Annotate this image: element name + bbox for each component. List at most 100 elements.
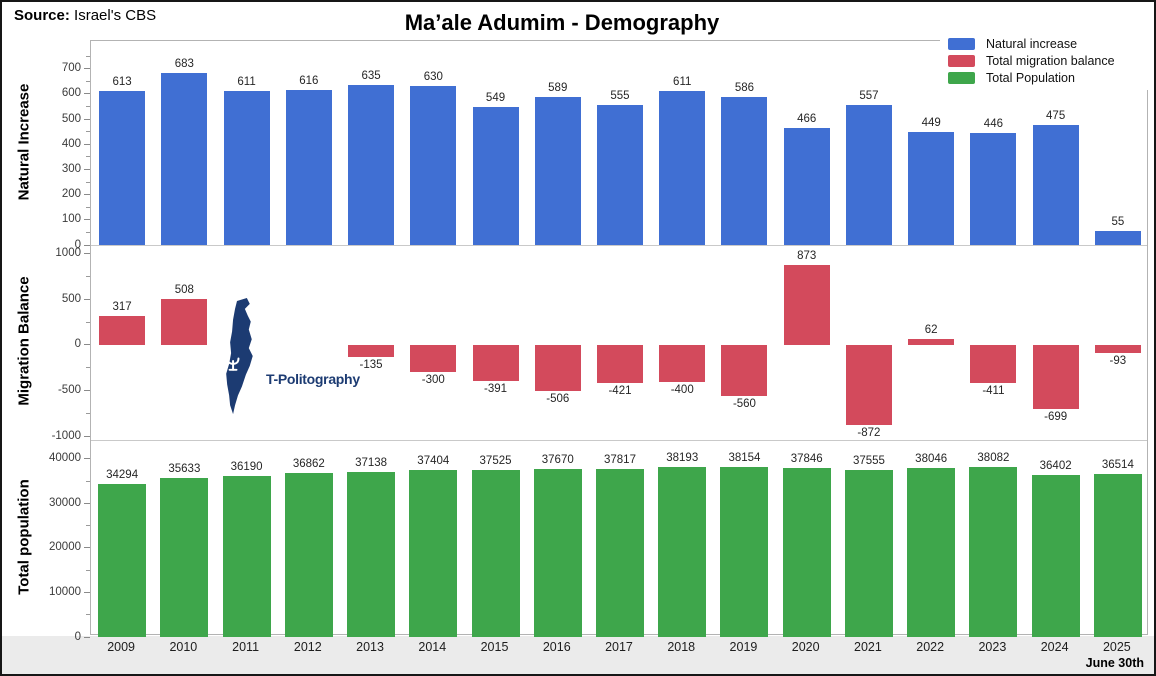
y-tick-label: 700: [61, 62, 81, 75]
bar-value-label-total-population-2022: 38046: [915, 452, 948, 465]
x-tick-label-2019: 2019: [729, 640, 758, 654]
y-minor-tick: [86, 569, 90, 571]
x-tick-label-2016: 2016: [542, 640, 571, 654]
bar-value-label-migration-balance-2017: -421: [608, 385, 632, 398]
y-tick: [84, 435, 90, 437]
y-tick-label: 500: [61, 112, 81, 125]
x-tick-label-2013: 2013: [356, 640, 384, 654]
bar-total-population-2012: [284, 472, 333, 637]
y-minor-tick: [86, 231, 90, 233]
bar-total-population-2011: [222, 475, 271, 637]
y-tick: [84, 298, 90, 300]
bar-value-label-natural-increase-2018: 611: [673, 76, 692, 89]
y-tick: [84, 344, 90, 346]
y-tick-label: 0: [74, 630, 81, 643]
legend-swatch-total-population: [948, 71, 975, 84]
bar-migration-balance-2019: [721, 344, 768, 397]
bar-value-label-total-population-2025: 36514: [1101, 459, 1134, 472]
plot-area: 0 100 200 300 400 500 600 700 613 683 611 616 635 630…: [49, 40, 1148, 643]
date-footnote: June 30th: [1085, 656, 1144, 670]
bar-natural-increase-2019: [721, 97, 768, 245]
bar-total-population-2023: [969, 467, 1018, 637]
x-axis-strip: [2, 636, 1154, 674]
legend-swatch-migration-balance: [948, 54, 975, 67]
x-tick-label-2009: 2009: [107, 640, 136, 654]
bar-natural-increase-2012: [285, 89, 332, 245]
bar-total-population-2025: [1093, 474, 1142, 637]
bar-value-label-natural-increase-2012: 616: [299, 74, 319, 87]
legend-swatch-natural-increase: [948, 37, 975, 50]
y-minor-tick: [86, 614, 90, 616]
bar-value-label-natural-increase-2019: 586: [734, 82, 755, 95]
bar-migration-balance-2024: [1032, 344, 1079, 409]
x-tick-label-2021: 2021: [854, 640, 882, 654]
bar-value-label-migration-balance-2009: 317: [112, 300, 132, 313]
bar-value-label-natural-increase-2013: 635: [361, 70, 381, 83]
bar-value-label-migration-balance-2019: -560: [732, 398, 756, 411]
bar-value-label-natural-increase-2014: 630: [423, 71, 443, 84]
y-tick: [84, 219, 90, 221]
x-tick-label-2015: 2015: [480, 640, 509, 654]
panel-total-population: 0 10000 20000 30000 40000 34294 35633 36190 3686…: [49, 440, 1147, 643]
x-axis-labels: 2009 2010 2011 2012 2013 2014 2015 2016 2017 2018…: [90, 640, 1148, 656]
bar-total-population-2014: [409, 470, 458, 637]
panel-natural-increase: 0 100 200 300 400 500 600 700 613 683 611 616 635 630…: [62, 41, 1147, 251]
y-tick: [84, 93, 90, 95]
bar-natural-increase-2017: [597, 105, 643, 245]
bar-value-label-migration-balance-2025: -93: [1109, 355, 1127, 368]
bar-value-label-natural-increase-2015: 549: [485, 91, 506, 104]
y-tick-label: 200: [61, 188, 81, 201]
x-tick-label-2022: 2022: [916, 640, 945, 654]
bar-value-label-total-population-2019: 38154: [728, 452, 761, 465]
bar-total-population-2017: [596, 468, 644, 637]
bar-natural-increase-2011: [223, 91, 270, 245]
y-tick-label: 400: [61, 137, 81, 150]
bar-value-label-natural-increase-2023: 446: [983, 117, 1003, 130]
bar-total-population-2022: [907, 467, 956, 637]
bar-migration-balance-2009: [99, 315, 146, 345]
bar-migration-balance-2025: [1094, 344, 1141, 354]
y-tick: [84, 591, 90, 593]
bar-value-label-migration-balance-2022: 62: [924, 324, 938, 337]
bar-value-label-natural-increase-2020: 466: [797, 112, 817, 125]
y-minor-tick: [86, 156, 90, 158]
y-tick: [84, 143, 90, 145]
bar-natural-increase-2013: [348, 85, 395, 245]
bar-migration-balance-2016: [534, 344, 581, 392]
bar-migration-balance-2020: [783, 265, 830, 345]
bar-total-population-2019: [720, 467, 769, 637]
bar-value-label-total-population-2013: 37138: [355, 456, 388, 469]
bar-migration-balance-2015: [472, 344, 519, 381]
y-tick-label: 600: [61, 87, 81, 100]
x-tick-label-2025: 2025: [1102, 640, 1131, 654]
y-tick-label: 300: [61, 162, 81, 175]
bar-value-label-migration-balance-2023: -411: [982, 384, 1005, 397]
bar-total-population-2010: [160, 478, 209, 637]
bar-migration-balance-2014: [410, 344, 457, 373]
y-minor-tick: [86, 321, 90, 323]
y-tick: [84, 168, 90, 170]
legend-item-total-population: Total Population: [948, 69, 1146, 86]
bar-value-label-natural-increase-2022: 449: [921, 116, 941, 129]
bar-value-label-total-population-2023: 38082: [977, 452, 1010, 465]
bar-migration-balance-2013: [348, 344, 395, 358]
bar-migration-balance-2010: [161, 298, 208, 345]
bar-natural-increase-2025: [1094, 231, 1141, 245]
bar-value-label-total-population-2021: 37555: [852, 454, 885, 467]
y-tick: [84, 253, 90, 254]
bar-natural-increase-2016: [534, 96, 581, 245]
y-axis-title-total-population: Total population: [15, 479, 33, 595]
bar-total-population-2021: [844, 469, 893, 637]
bar-value-label-total-population-2012: 36862: [292, 457, 325, 470]
bar-natural-increase-2015: [472, 106, 519, 245]
bar-value-label-migration-balance-2018: -400: [670, 383, 694, 396]
bar-natural-increase-2010: [161, 72, 208, 245]
x-tick-label-2023: 2023: [978, 640, 1007, 654]
y-tick: [84, 547, 90, 549]
bar-natural-increase-2024: [1032, 125, 1079, 245]
y-tick: [84, 194, 90, 196]
bar-value-label-natural-increase-2017: 555: [610, 90, 630, 103]
bar-value-label-total-population-2014: 37404: [417, 455, 450, 468]
bar-value-label-natural-increase-2025: 55: [1111, 216, 1125, 229]
